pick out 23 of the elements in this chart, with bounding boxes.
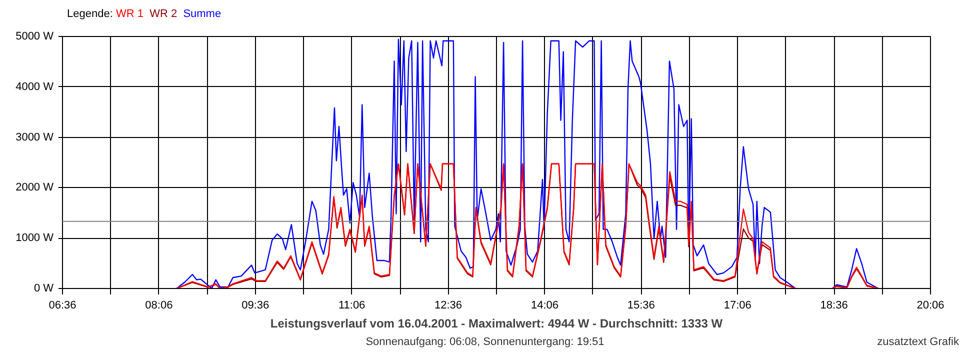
y-tick-label: 0 W [34,282,54,294]
y-tick-label: 5000 W [16,30,54,42]
text: zusatztext Grafik [877,335,959,350]
y-tick-label: 3000 W [16,131,54,144]
x-tick-label: 11:06 [338,300,366,312]
x-tick-label: 20:06 [916,300,944,312]
x-tick-label: 14:06 [530,300,558,312]
x-tick-label: 12:36 [434,300,462,312]
y-tick-label: 1000 W [16,232,54,244]
text: Leistungsverlauf vom 16.04.2001 - Maximalwert: 4944 W - Durchschnitt: 1333 W [270,316,724,330]
text: WR 2 [150,8,178,20]
x-tick-label: 15:36 [627,300,655,312]
text: Summe [183,8,222,20]
text: WR 1 [116,8,144,20]
x-tick-label: 17:06 [724,300,752,312]
y-tick-label: 4000 W [16,80,54,93]
x-tick-label: 18:36 [820,300,848,312]
text: Sonnenaufgang: 06:08, Sonnenuntergang: 19:51 [366,336,604,348]
y-tick-label: 2000 W [16,182,54,194]
x-tick-label: 06:36 [48,300,76,312]
x-tick-label: 09:36 [242,300,270,312]
x-tick-label: 08:06 [145,300,173,312]
legend-title: Legende: [67,8,114,20]
